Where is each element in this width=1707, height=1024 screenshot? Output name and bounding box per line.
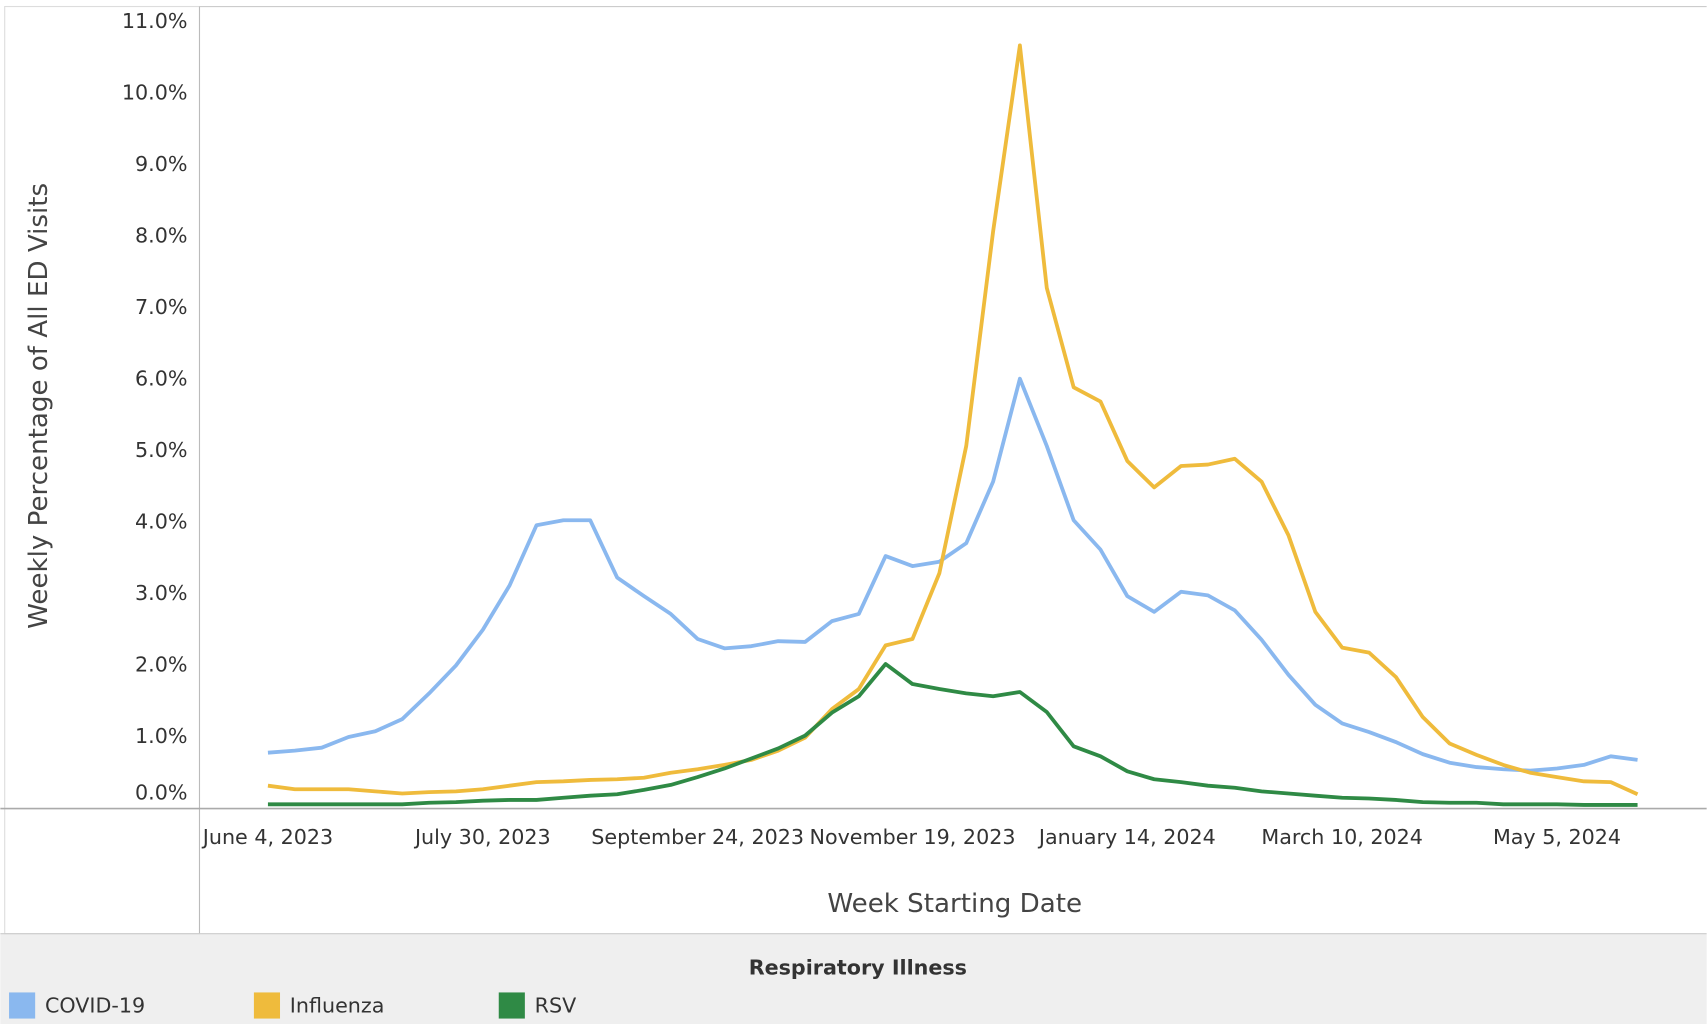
y-axis-title: Weekly Percentage of All ED Visits [24,183,54,629]
series-line [267,376,1638,773]
x-tick-label: September 24, 2023 [591,825,804,849]
x-tick-label: June 4, 2023 [201,825,333,849]
y-tick-label: 0.0% [135,780,187,804]
series-line [267,43,1639,797]
x-axis-title: Week Starting Date [827,889,1082,919]
x-tick-label: July 30, 2023 [413,825,551,849]
y-tick-label: 4.0% [135,509,187,533]
legend-label: Influenza [290,994,385,1018]
legend-background [0,933,1707,1024]
legend-title: Respiratory Illness [749,956,967,980]
y-tick-label: 1.0% [135,724,187,748]
series-line [267,662,1638,807]
x-tick-label: May 5, 2024 [1493,825,1621,849]
y-tick-label: 9.0% [135,152,187,176]
x-tick-label: January 14, 2024 [1037,825,1216,849]
legend-swatch [253,992,281,1019]
y-tick-label: 11.0% [122,9,188,33]
y-tick-label: 5.0% [135,438,187,462]
y-tick-label: 6.0% [135,366,187,390]
y-tick-label: 8.0% [135,223,187,247]
x-tick-label: March 10, 2024 [1261,825,1423,849]
y-tick-label: 2.0% [135,652,187,676]
y-tick-label: 3.0% [135,581,187,605]
x-tick-label: November 19, 2023 [809,825,1015,849]
y-tick-label: 7.0% [135,295,187,319]
legend-swatch [9,992,36,1019]
legend-swatch [498,992,525,1019]
legend-label: RSV [535,994,577,1018]
y-tick-label: 10.0% [122,80,188,104]
legend-label: COVID-19 [45,994,145,1018]
